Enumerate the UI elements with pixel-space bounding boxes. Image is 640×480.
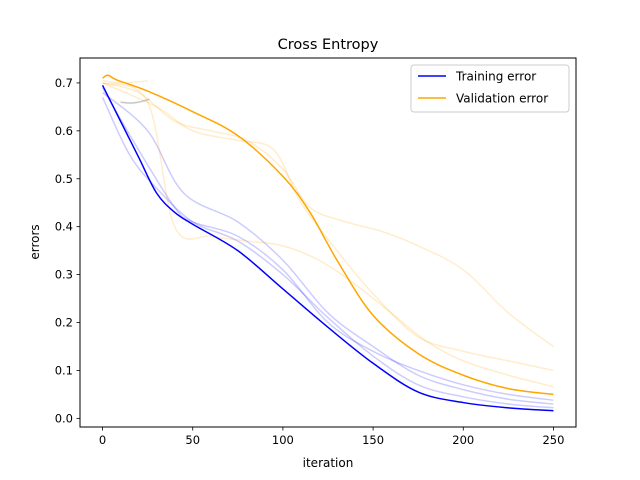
y-tick-label: 0.2 (55, 316, 73, 330)
y-tick-label: 0.1 (55, 363, 73, 377)
y-tick-label: 0.5 (55, 172, 73, 186)
x-tick-label: 0 (99, 433, 106, 447)
x-tick-label: 100 (272, 433, 294, 447)
chart-title: Cross Entropy (278, 37, 379, 53)
x-tick-label: 50 (185, 433, 200, 447)
y-tick-label: 0.7 (55, 76, 73, 90)
series-line-run-6 (102, 82, 554, 348)
series-line-run-3 (101, 96, 554, 409)
legend-box (410, 64, 570, 113)
y-axis-label: errors (28, 224, 42, 259)
series-line-run-2 (102, 91, 554, 405)
series-line-run-5 (120, 98, 150, 104)
series-line-run-4 (101, 87, 554, 401)
x-tick-label: 200 (452, 433, 474, 447)
x-axis-label: iteration (303, 456, 354, 470)
series-layer (101, 74, 554, 412)
y-tick-label: 0.0 (55, 411, 73, 425)
series-line-training-error (101, 84, 554, 412)
plot-frame (79, 57, 577, 428)
y-tick-label: 0.4 (55, 220, 73, 234)
legend-label-training: Training error (455, 70, 536, 84)
x-tick-label: 250 (542, 433, 564, 447)
series-line-validation-error (102, 74, 554, 396)
y-tick-label: 0.6 (55, 124, 73, 138)
x-tick-label: 150 (362, 433, 384, 447)
ticks-layer: 0 50 100 150 200 250 0.0 0.1 0.2 0.3 0.4 0.5 0.6 0.7 (55, 76, 565, 447)
legend: Training error Validation error (410, 64, 570, 113)
legend-label-validation: Validation error (456, 92, 548, 106)
series-line-run-8 (102, 79, 148, 84)
y-tick-label: 0.3 (55, 268, 73, 282)
